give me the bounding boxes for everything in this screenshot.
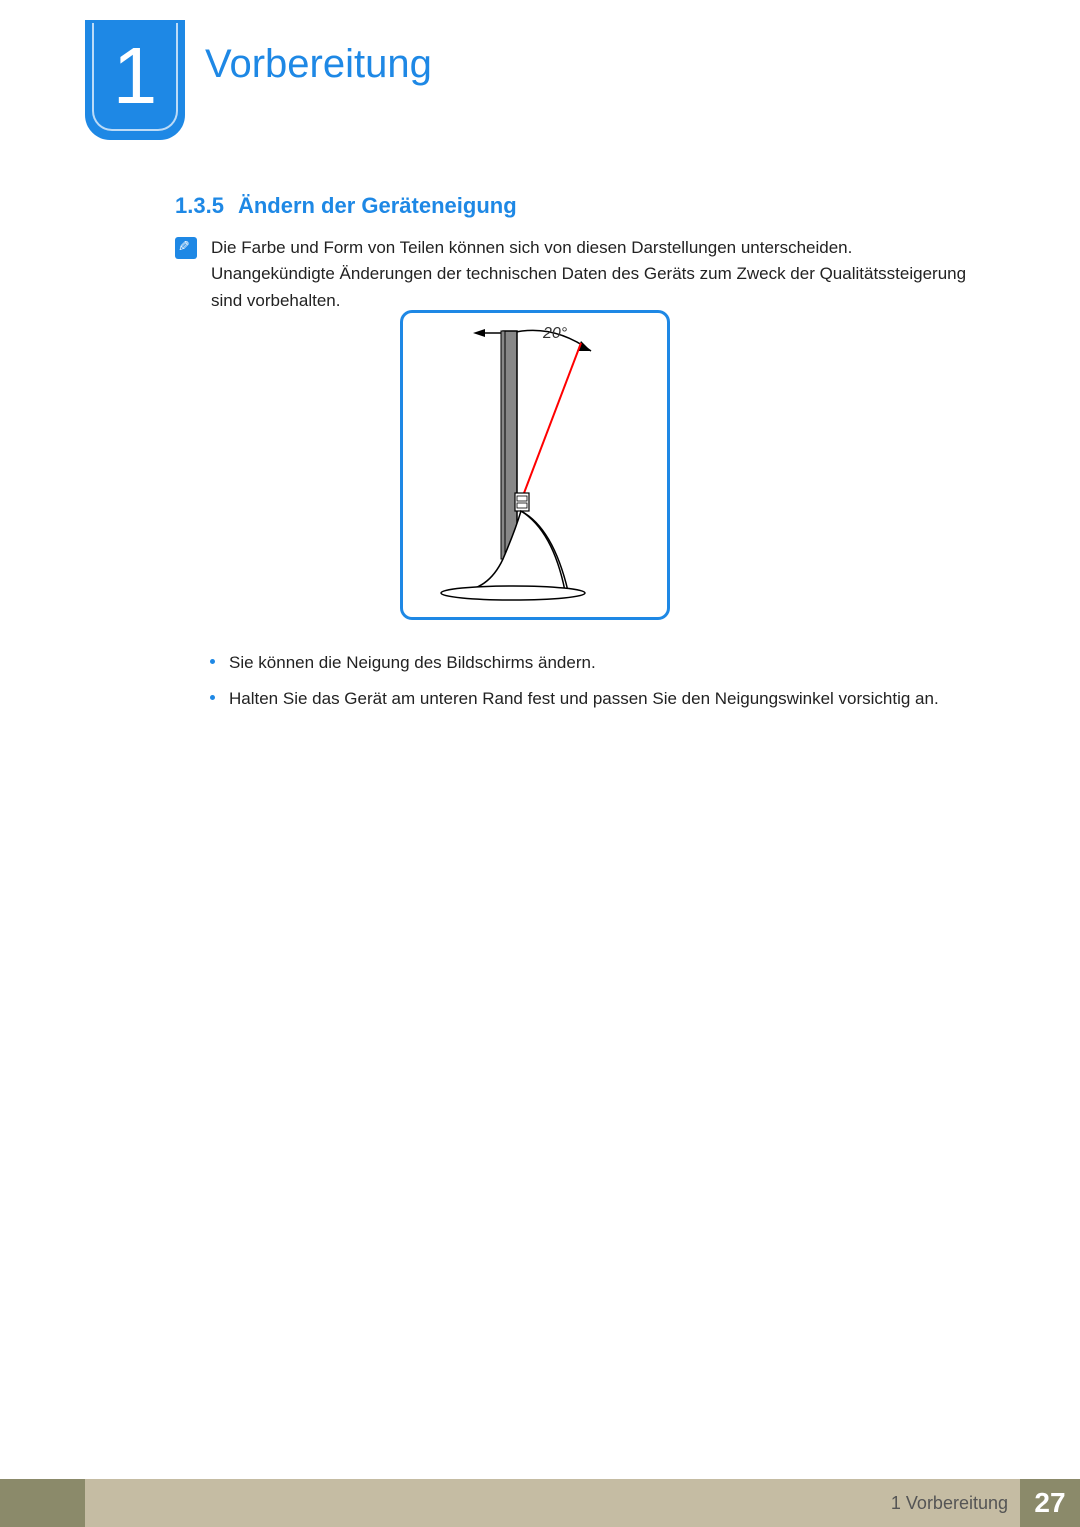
- footer-accent: [0, 1479, 85, 1527]
- footer-page-number: 27: [1034, 1487, 1065, 1519]
- list-item: Halten Sie das Gerät am unteren Rand fes…: [210, 686, 980, 712]
- bullet-text: Halten Sie das Gerät am unteren Rand fes…: [229, 686, 939, 712]
- chapter-badge-inner: 1: [92, 23, 178, 131]
- bullet-icon: [210, 659, 215, 664]
- note-text: Die Farbe und Form von Teilen können sic…: [211, 235, 975, 314]
- section-heading: 1.3.5 Ändern der Geräteneigung: [175, 193, 517, 219]
- angle-label: 20°: [543, 325, 567, 343]
- monitor-tilt-svg: [403, 313, 667, 617]
- note-icon: [175, 237, 197, 259]
- chapter-badge: 1: [85, 20, 185, 140]
- section-title: Ändern der Geräteneigung: [238, 193, 517, 218]
- tilt-diagram: 20°: [400, 310, 670, 620]
- footer-bar: 1 Vorbereitung 27: [85, 1479, 1080, 1527]
- angle-line: [521, 343, 581, 501]
- list-item: Sie können die Neigung des Bildschirms ä…: [210, 650, 980, 676]
- footer-chapter-label: 1 Vorbereitung: [891, 1493, 1008, 1514]
- bullet-list: Sie können die Neigung des Bildschirms ä…: [210, 650, 980, 721]
- chapter-title: Vorbereitung: [205, 42, 432, 87]
- bullet-text: Sie können die Neigung des Bildschirms ä…: [229, 650, 596, 676]
- arrow-left-icon: [473, 329, 485, 337]
- note-row: Die Farbe und Form von Teilen können sic…: [175, 235, 975, 314]
- section-number: 1.3.5: [175, 193, 224, 218]
- footer-page-box: 27: [1020, 1479, 1080, 1527]
- chapter-number: 1: [113, 36, 158, 116]
- monitor-base: [441, 586, 585, 600]
- bullet-icon: [210, 695, 215, 700]
